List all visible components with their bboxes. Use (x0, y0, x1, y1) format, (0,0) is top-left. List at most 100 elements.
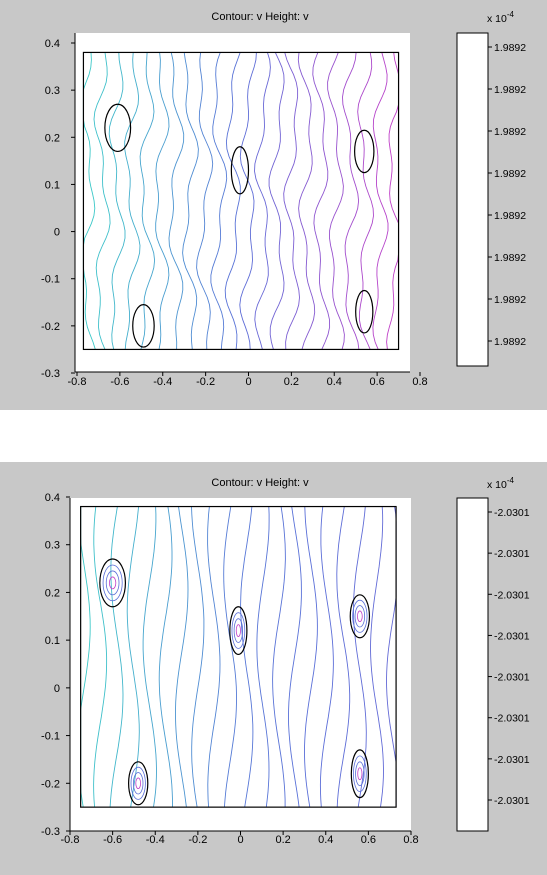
inclusion-contour-ring (354, 605, 366, 628)
colorbar-tick-label: -2.0301 (494, 672, 530, 684)
x-tick-label: 0.4 (327, 376, 342, 388)
axes-background (75, 33, 410, 372)
inclusion-contour-ring (233, 618, 244, 643)
x-tick-label: -0.2 (196, 376, 215, 388)
inclusion-contour-ring (235, 624, 241, 637)
x-tick-label: -0.6 (103, 834, 122, 846)
contour-line (126, 506, 140, 808)
y-tick-label: 0.3 (45, 85, 60, 97)
x-tick-label: -0.2 (188, 834, 207, 846)
x-tick-label: -0.6 (110, 376, 129, 388)
y-tick-label: 0.2 (45, 587, 60, 599)
inclusion-contour-ring (355, 761, 365, 787)
contour-line (256, 506, 270, 808)
colorbar-tick-label: 1.9892 (494, 168, 526, 180)
domain-rect (82, 51, 400, 351)
y-tick-labels: 0.4 0.3 0.2 0.1 0 -0.1 -0.2 -0.3 (41, 492, 70, 838)
x-tick-label: -0.4 (146, 834, 165, 846)
contour-line (254, 52, 271, 350)
inclusion-contour-ring (231, 612, 246, 649)
colorbar-tick-label: 1.9892 (494, 126, 526, 138)
y-tick-label: 0 (54, 683, 60, 695)
inclusion-circle (354, 129, 375, 174)
contour-line (224, 52, 241, 350)
domain-boundary (80, 505, 397, 808)
colorbar-exponent: x 10-4 (487, 10, 515, 25)
colorbar-exponent: x 10-4 (487, 476, 515, 491)
inclusion-circle (349, 594, 371, 639)
colorbar-tick-label: -2.0301 (494, 754, 530, 766)
colorbar-tick-label: -2.0301 (494, 713, 530, 725)
y-tick-label: 0.2 (45, 132, 60, 144)
contour-line (124, 52, 141, 350)
y-tick-label: 0.4 (45, 492, 60, 504)
inclusion-contour-ring (357, 767, 363, 781)
colorbar-tick-label: 1.9892 (494, 210, 526, 222)
contour-line (372, 52, 389, 350)
contour-line (175, 506, 189, 808)
x-tick-label: -0.8 (61, 834, 80, 846)
contour-line (288, 506, 302, 808)
contour-line (353, 506, 367, 808)
inclusion-circle (355, 289, 374, 334)
x-tick-label: -0.8 (68, 376, 87, 388)
contour-line (357, 52, 374, 350)
x-tick-label: 0.8 (412, 376, 427, 388)
contour-line (304, 506, 318, 808)
colorbar-tick-labels: 1.9892 1.9892 1.9892 1.9892 1.9892 1.9892 1.98… (488, 42, 526, 348)
inclusion-circle (229, 606, 248, 656)
inclusion-contour-ring (353, 755, 367, 793)
inclusion-contour-ring (105, 570, 120, 596)
contour-line (191, 506, 205, 808)
domain-rect (80, 505, 397, 808)
contour-lines (82, 52, 400, 350)
contour-line (336, 506, 351, 808)
inclusion-circle (104, 103, 132, 153)
contour-line (312, 52, 331, 350)
inclusion-contour-ring (102, 564, 123, 602)
colorbar-tick-label: -2.0301 (494, 630, 530, 642)
y-tick-label: -0.1 (41, 731, 60, 743)
y-tick-label: 0.4 (45, 38, 60, 50)
contour-line (327, 52, 345, 350)
colorbar-tick-label: 1.9892 (494, 252, 526, 264)
contour-line (297, 52, 316, 350)
x-tick-labels: -0.8 -0.6 -0.4 -0.2 0 0.2 0.4 0.6 0.8 (61, 831, 419, 846)
contour-line (142, 506, 157, 808)
inclusion-circle (350, 749, 369, 799)
figure-panel-bottom: Contour: v Height: v 0.4 0.3 0.2 0.1 0 -0.1 -0… (0, 462, 547, 875)
contour-plot-top: Contour: v Height: v 0.4 0.3 0.2 0.1 0 -0.1 -0… (41, 10, 526, 388)
colorbar-tick-label: 1.9892 (494, 84, 526, 96)
y-tick-label: -0.1 (41, 274, 60, 286)
contour-plot-bottom: Contour: v Height: v 0.4 0.3 0.2 0.1 0 -0.1 -0… (41, 476, 530, 846)
inclusion-circles (104, 103, 375, 348)
contour-line (93, 506, 108, 808)
colorbar-tick-label: -2.0301 (494, 795, 530, 807)
contour-line (168, 52, 185, 350)
y-tick-label: 0.3 (45, 540, 60, 552)
colorbar (456, 497, 489, 832)
x-tick-label: 0.8 (403, 834, 418, 846)
contour-lines (80, 506, 397, 808)
contour-line (139, 52, 156, 350)
colorbar-tick-label: 1.9892 (494, 336, 526, 348)
inclusion-circle (128, 761, 149, 806)
y-tick-label: 0.1 (45, 635, 60, 647)
contour-line (93, 52, 111, 350)
inclusion-contour-ring (130, 766, 146, 800)
colorbar-tick-labels: -2.0301 -2.0301 -2.0301 -2.0301 -2.0301 -2.03… (488, 507, 530, 807)
contour-line (155, 52, 170, 350)
contour-line (223, 506, 237, 808)
contour-line (370, 506, 384, 808)
contour-line (240, 506, 254, 808)
y-tick-label: -0.2 (41, 321, 60, 333)
contour-line (207, 506, 221, 808)
contour-line (319, 506, 334, 808)
inclusion-contour-ring (133, 772, 144, 795)
x-tick-label: 0 (237, 834, 243, 846)
contour-line (210, 52, 228, 350)
chart-title: Contour: v Height: v (211, 477, 309, 489)
contour-line (108, 52, 126, 350)
y-tick-label: -0.3 (41, 368, 60, 380)
colorbar-tick-label: 1.9892 (494, 294, 526, 306)
